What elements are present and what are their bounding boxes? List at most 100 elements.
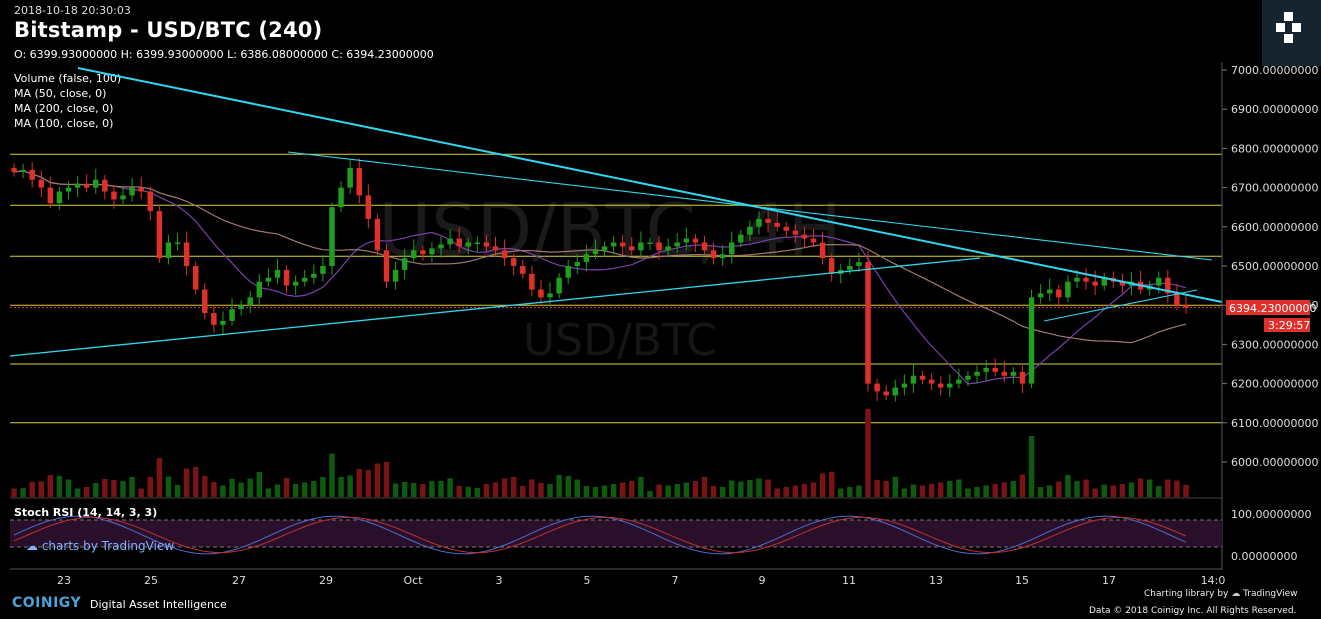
- coinigy-logo[interactable]: [1262, 0, 1321, 66]
- volume-bar: [1183, 485, 1189, 497]
- candle-body: [992, 367, 998, 372]
- time-tick-label: 11: [842, 574, 856, 587]
- volume-bar: [1037, 487, 1044, 497]
- copyright-notice: Data © 2018 Coinigy Inc. All Rights Rese…: [1089, 606, 1296, 616]
- volume-bar: [1083, 479, 1089, 497]
- candle-body: [928, 379, 935, 384]
- candle-body: [265, 277, 272, 282]
- volume-bar: [783, 487, 789, 497]
- volume-bar: [292, 484, 299, 497]
- stoch-band: [10, 520, 1222, 547]
- candle-body: [674, 242, 680, 247]
- candle-body: [38, 179, 44, 188]
- price-tick-label: 7000.00000000: [1231, 64, 1318, 77]
- tradingview-link[interactable]: TradingView: [1243, 589, 1298, 599]
- candle-body: [311, 273, 317, 278]
- volume-bar: [574, 479, 581, 497]
- tradingview-badge[interactable]: ☁ charts by TradingView: [26, 539, 174, 553]
- chart-title: Bitstamp - USD/BTC (240): [14, 18, 323, 42]
- volume-bar: [429, 481, 435, 497]
- upper-channel-line: [287, 151, 1213, 261]
- indicator-ma200[interactable]: MA (200, close, 0): [14, 102, 114, 115]
- volume-bar: [656, 484, 662, 497]
- stoch-rsi-label[interactable]: Stoch RSI (14, 14, 3, 3): [14, 506, 158, 519]
- volume-bar: [810, 482, 817, 497]
- volume-bar: [1001, 482, 1008, 497]
- volume-bar: [638, 477, 644, 497]
- candle-body: [892, 387, 898, 396]
- indicator-ma50[interactable]: MA (50, close, 0): [14, 87, 107, 100]
- candle-body: [174, 242, 181, 244]
- candle-body: [729, 242, 735, 255]
- volume-bar: [647, 491, 653, 497]
- candle-body: [465, 242, 471, 247]
- candle-body: [629, 246, 635, 251]
- candle-body: [492, 246, 499, 251]
- volume-bar: [20, 488, 26, 497]
- volume-bar: [1156, 486, 1162, 497]
- volume-bar: [256, 472, 263, 497]
- price-tick-label: 6000.00000000: [1231, 456, 1318, 469]
- candle-body: [647, 242, 653, 244]
- candle-body: [510, 258, 517, 266]
- volume-bar: [447, 478, 453, 497]
- time-tick-label: 3: [496, 574, 503, 587]
- candle-body: [120, 195, 126, 200]
- volume-bar: [1019, 474, 1026, 497]
- volume-bar: [865, 409, 871, 497]
- volume-bar: [792, 485, 799, 497]
- candle-body: [202, 289, 208, 314]
- candle-body: [392, 269, 399, 282]
- volume-bar: [492, 482, 499, 497]
- candle-body: [547, 293, 553, 298]
- candle-body: [429, 248, 435, 255]
- volume-bar: [937, 482, 944, 497]
- timestamp: 2018-10-18 20:30:03: [14, 4, 131, 17]
- candle-body: [74, 183, 81, 188]
- volume-bar: [847, 487, 853, 497]
- candle-body: [565, 266, 571, 278]
- price-tick-label: 6300.00000000: [1231, 338, 1318, 351]
- candle-body: [529, 273, 535, 290]
- rsi-tick-label: 0.00000000: [1231, 550, 1297, 563]
- candle-body: [129, 187, 135, 196]
- candle-body: [329, 207, 335, 266]
- charting-library-credit[interactable]: Charting library by ☁ TradingView: [1144, 589, 1298, 599]
- candle-body: [438, 244, 444, 249]
- candle-body: [501, 250, 508, 259]
- volume-bar: [565, 476, 571, 497]
- candle-body: [983, 367, 989, 372]
- volume-bar: [738, 481, 744, 497]
- candle-body: [1028, 297, 1035, 384]
- volume-bar: [411, 483, 417, 497]
- volume-bar: [465, 487, 471, 497]
- candle-body: [692, 238, 699, 243]
- indicator-ma100[interactable]: MA (100, close, 0): [14, 117, 114, 130]
- volume-bar: [538, 483, 544, 497]
- volume-bar: [892, 477, 898, 497]
- candle-body: [147, 191, 154, 212]
- candle-body: [701, 242, 708, 251]
- volume-bar: [828, 472, 835, 497]
- footer-tagline: Digital Asset Intelligence: [90, 598, 227, 611]
- candle-body: [374, 218, 381, 251]
- candle-body: [1156, 277, 1162, 286]
- volume-bar: [456, 486, 462, 497]
- volume-bar: [710, 486, 717, 497]
- candle-body: [828, 258, 835, 274]
- price-tick-label: 6700.00000000: [1231, 182, 1318, 195]
- coinigy-footer-brand[interactable]: COINIGY: [12, 592, 81, 611]
- candle-body: [747, 226, 753, 235]
- volume-bar: [365, 470, 372, 497]
- candle-body: [1101, 277, 1107, 286]
- volume-bar: [983, 485, 989, 497]
- cloud-icon: ☁: [26, 539, 38, 553]
- candle-body: [56, 191, 63, 204]
- candle-body: [1183, 305, 1189, 308]
- candle-body: [156, 211, 163, 259]
- time-tick-label: Oct: [403, 574, 423, 587]
- price-tick-label: 6600.00000000: [1231, 221, 1318, 234]
- volume-bar: [147, 477, 154, 497]
- indicator-volume[interactable]: Volume (false, 100): [14, 72, 122, 85]
